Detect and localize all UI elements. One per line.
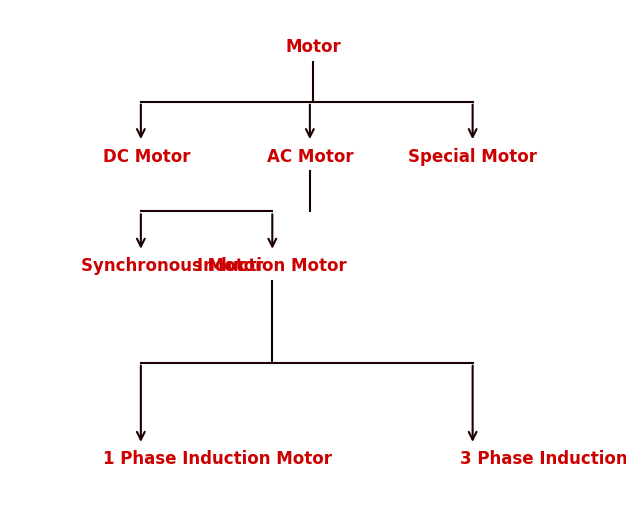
- Text: AC Motor: AC Motor: [267, 148, 353, 165]
- Text: Synchronous Motor: Synchronous Motor: [81, 257, 264, 275]
- Text: 1 Phase Induction Motor: 1 Phase Induction Motor: [103, 450, 332, 468]
- Text: Motor: Motor: [285, 38, 341, 56]
- Text: Induction Motor: Induction Motor: [197, 257, 347, 275]
- Text: 3 Phase Induction Motor: 3 Phase Induction Motor: [460, 450, 626, 468]
- Text: DC Motor: DC Motor: [103, 148, 191, 165]
- Text: Special Motor: Special Motor: [408, 148, 537, 165]
